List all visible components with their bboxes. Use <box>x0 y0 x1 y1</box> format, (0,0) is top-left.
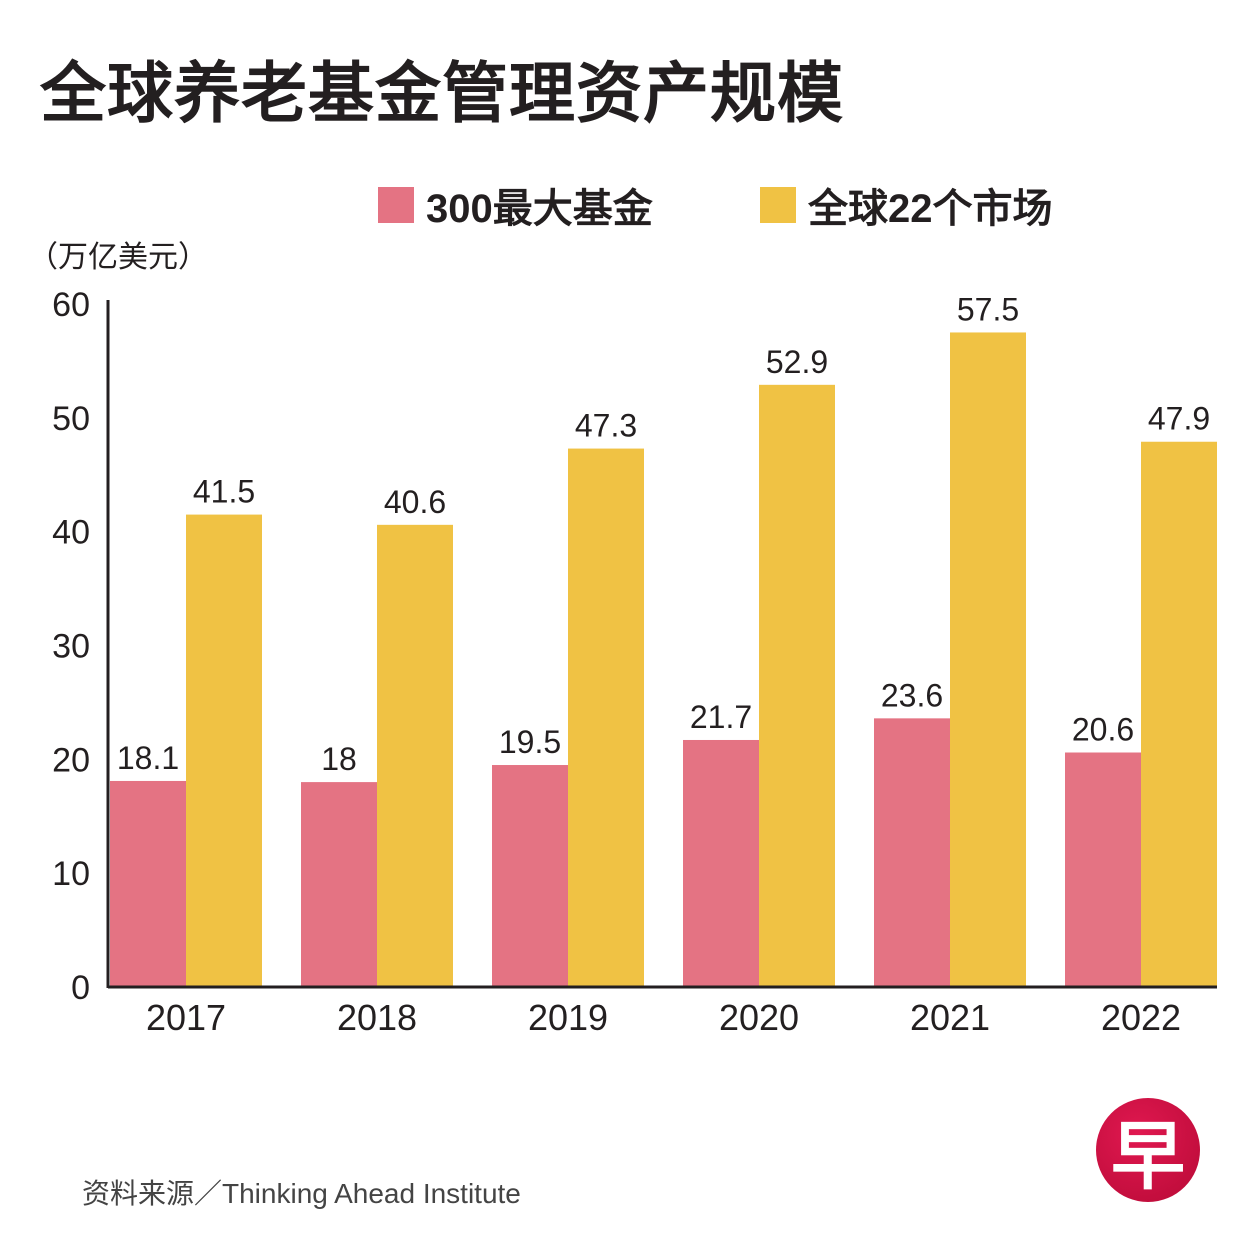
y-tick-label: 40 <box>52 514 90 552</box>
x-tick-label: 2022 <box>1101 997 1181 1038</box>
legend-label: 全球22个市场 <box>808 187 1053 231</box>
data-label: 52.9 <box>766 344 828 380</box>
x-tick-label: 2018 <box>337 997 417 1038</box>
y-tick-label: 60 <box>52 286 90 324</box>
data-label: 21.7 <box>690 699 752 735</box>
data-label: 23.6 <box>881 677 943 713</box>
y-tick-label: 20 <box>52 741 90 779</box>
bar <box>110 780 186 987</box>
data-label: 19.5 <box>499 724 561 760</box>
legend-label: 300最大基金 <box>426 187 653 231</box>
legend-swatch-yellow <box>760 187 796 223</box>
bar <box>568 448 644 987</box>
y-tick-label: 50 <box>52 400 90 438</box>
legend-item-top300: 300最大基金 <box>378 176 653 234</box>
legend-swatch-pink <box>378 187 414 223</box>
bar <box>759 384 835 987</box>
bar <box>1141 441 1217 987</box>
y-tick-label: 30 <box>52 628 90 666</box>
data-label: 18.1 <box>117 740 179 776</box>
source-note: 资料来源／Thinking Ahead Institute <box>82 1178 521 1209</box>
data-label: 40.6 <box>384 484 446 520</box>
bar <box>186 514 262 987</box>
bar <box>377 524 453 987</box>
bar <box>683 739 759 987</box>
data-label: 20.6 <box>1072 712 1134 748</box>
chart-title: 全球养老基金管理资产规模 <box>40 56 844 130</box>
x-tick-label: 2021 <box>910 997 990 1038</box>
zaobao-logo: 早 <box>1096 1098 1200 1202</box>
data-label: 57.5 <box>957 291 1019 327</box>
data-label: 18 <box>321 741 357 777</box>
bar <box>874 718 950 987</box>
data-label: 47.9 <box>1148 401 1210 437</box>
legend-item-22markets: 全球22个市场 <box>760 176 1053 234</box>
data-label: 47.3 <box>575 408 637 444</box>
x-tick-label: 2020 <box>719 997 799 1038</box>
bar <box>950 332 1026 987</box>
bar <box>1065 752 1141 987</box>
y-axis-unit-label: （万亿美元） <box>28 241 208 274</box>
y-tick-label: 0 <box>71 969 90 1007</box>
x-tick-label: 2017 <box>146 997 226 1038</box>
data-label: 41.5 <box>193 474 255 510</box>
y-tick-label: 10 <box>52 855 90 893</box>
bar <box>492 765 568 987</box>
x-tick-label: 2019 <box>528 997 608 1038</box>
bar <box>301 782 377 987</box>
